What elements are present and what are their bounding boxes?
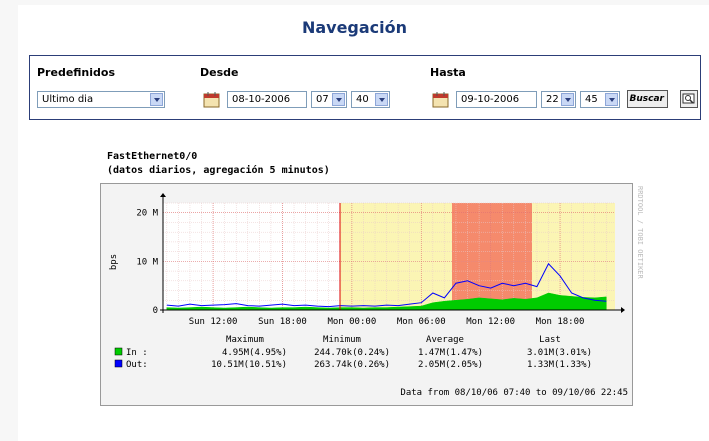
- to-date-input[interactable]: 09-10-2006: [456, 91, 537, 108]
- to-label: Hasta: [430, 66, 466, 79]
- page-title: Navegación: [301, 18, 408, 37]
- to-hour: 22: [546, 94, 559, 105]
- x-axis-arrow: [621, 307, 625, 313]
- legend-value: 1.33M(1.33%): [527, 360, 592, 370]
- peak-band: [452, 203, 532, 310]
- traffic-graph: bps RRDTOOL / TOBI OETIKER Sun 12:00 Sun …: [100, 183, 644, 406]
- y-axis-label: bps: [109, 254, 119, 270]
- x-tick-label: Mon 06:00: [397, 317, 446, 327]
- legend-value: 4.95M(4.95%): [222, 348, 287, 358]
- from-hour: 07: [316, 94, 329, 105]
- preset-value: Ultimo dia: [42, 94, 94, 105]
- legend-name: Out:: [126, 360, 148, 370]
- preset-select[interactable]: Ultimo dia: [37, 91, 165, 108]
- from-minute: 40: [356, 94, 369, 105]
- x-tick-label: Mon 00:00: [327, 317, 376, 327]
- from-label: Desde: [200, 66, 239, 79]
- preset-label: Predefinidos: [37, 66, 116, 79]
- from-date-input[interactable]: 08-10-2006: [227, 91, 307, 108]
- legend-value: 244.70k(0.24%): [314, 348, 390, 358]
- legend-name: In :: [126, 348, 148, 358]
- y-tick-label: 0: [153, 306, 158, 316]
- legend-swatch: [114, 347, 123, 356]
- legend-header: Average: [426, 335, 464, 345]
- y-axis-arrow: [160, 193, 166, 197]
- to-minute: 45: [585, 94, 598, 105]
- graph-footer: Data from 08/10/06 07:40 to 09/10/06 22:…: [400, 388, 628, 398]
- dropdown-arrow: [605, 93, 618, 106]
- out-line: [166, 262, 607, 308]
- dropdown-arrow: [375, 93, 388, 106]
- legend-header: Minimum: [323, 335, 361, 345]
- to-hour-select[interactable]: 22: [541, 91, 576, 108]
- from-minute-select[interactable]: 40: [351, 91, 390, 108]
- y-tick-label: 10 M: [136, 257, 158, 267]
- dropdown-arrow: [150, 93, 163, 106]
- filter-panel: [29, 55, 701, 120]
- calendar-icon[interactable]: [203, 91, 221, 108]
- calendar-icon[interactable]: [432, 91, 450, 108]
- legend-header: Last: [539, 335, 561, 345]
- search-button[interactable]: Buscar: [627, 90, 668, 108]
- dropdown-arrow: [561, 93, 574, 106]
- legend-value: 1.47M(1.47%): [418, 348, 483, 358]
- x-tick-label: Mon 12:00: [466, 317, 515, 327]
- to-minute-select[interactable]: 45: [580, 91, 620, 108]
- legend-header: Maximum: [226, 335, 264, 345]
- graph-subtitle: (datos diarios, agregación 5 minutos): [107, 165, 330, 176]
- dropdown-arrow: [332, 93, 345, 106]
- from-hour-select[interactable]: 07: [311, 91, 347, 108]
- in-area: [166, 292, 607, 311]
- graph-title: FastEthernet0/0: [107, 151, 198, 162]
- watermark: RRDTOOL / TOBI OETIKER: [636, 186, 644, 280]
- y-tick-label: 20 M: [136, 209, 158, 219]
- x-tick-label: Sun 18:00: [258, 317, 307, 327]
- legend-value: 10.51M(10.51%): [211, 360, 287, 370]
- x-tick-label: Sun 12:00: [189, 317, 238, 327]
- legend-value: 263.74k(0.26%): [314, 360, 390, 370]
- x-tick-label: Mon 18:00: [536, 317, 585, 327]
- zoom-button[interactable]: [680, 90, 698, 108]
- legend-value: 3.01M(3.01%): [527, 348, 592, 358]
- legend-value: 2.05M(2.05%): [418, 360, 483, 370]
- legend-swatch: [114, 359, 123, 368]
